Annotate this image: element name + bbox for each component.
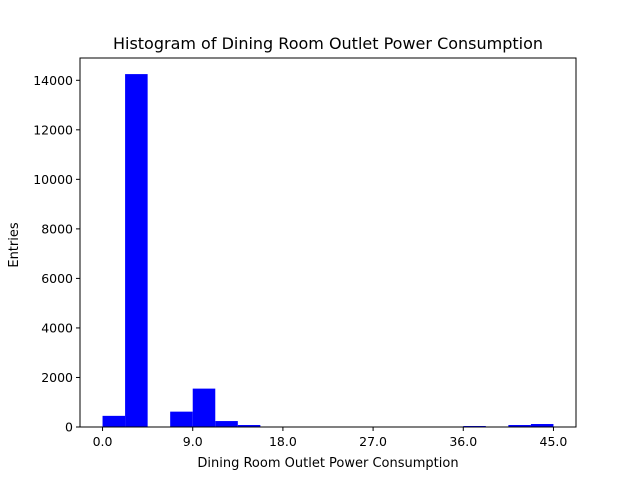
- y-axis-label: Entries: [7, 222, 22, 268]
- x-axis-label: Dining Room Outlet Power Consumption: [197, 456, 458, 471]
- x-tick-label: 45.0: [540, 434, 568, 449]
- x-tick-label: 9.0: [183, 434, 203, 449]
- histogram-bar: [170, 411, 193, 427]
- histogram-bar: [215, 421, 238, 427]
- y-tick-label: 14000: [33, 73, 73, 88]
- x-tick-label: 36.0: [449, 434, 477, 449]
- y-tick-label: 6000: [41, 271, 73, 286]
- x-tick-label: 27.0: [359, 434, 387, 449]
- histogram-bar: [508, 425, 531, 427]
- x-tick-label: 18.0: [269, 434, 297, 449]
- histogram-bar: [192, 388, 216, 427]
- x-tick-label: 0.0: [93, 434, 113, 449]
- chart-title: Histogram of Dining Room Outlet Power Co…: [113, 34, 543, 53]
- bars-group: [102, 74, 554, 427]
- histogram-bar: [530, 424, 554, 427]
- y-tick-label: 10000: [33, 172, 73, 187]
- histogram-bar: [102, 415, 126, 427]
- x-axis: 0.0 9.0 18.0 27.0 36.0 45.0: [93, 427, 568, 449]
- y-tick-label: 2000: [41, 370, 73, 385]
- y-tick-label: 0: [65, 420, 73, 435]
- y-tick-label: 4000: [41, 320, 73, 335]
- plot-frame: [79, 57, 577, 428]
- y-tick-label: 12000: [33, 122, 73, 137]
- histogram-bar: [125, 74, 148, 427]
- histogram-bar: [237, 425, 261, 427]
- y-tick-label: 8000: [41, 221, 73, 236]
- y-axis: 0 2000 4000 6000 8000 10000 12000 14000: [33, 73, 80, 435]
